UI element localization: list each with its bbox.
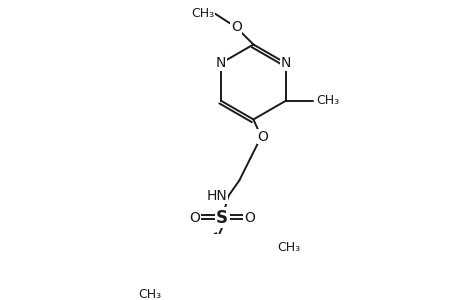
- Text: N: N: [280, 56, 291, 70]
- Text: N: N: [215, 56, 226, 70]
- Text: O: O: [189, 211, 200, 225]
- Text: CH₃: CH₃: [316, 94, 339, 107]
- Text: O: O: [230, 20, 241, 34]
- Text: O: O: [257, 130, 268, 144]
- Text: S: S: [216, 209, 228, 227]
- Text: HN: HN: [206, 189, 226, 203]
- Text: O: O: [244, 211, 254, 225]
- Text: CH₃: CH₃: [277, 241, 300, 254]
- Text: CH₃: CH₃: [191, 7, 214, 20]
- Text: CH₃: CH₃: [138, 288, 161, 300]
